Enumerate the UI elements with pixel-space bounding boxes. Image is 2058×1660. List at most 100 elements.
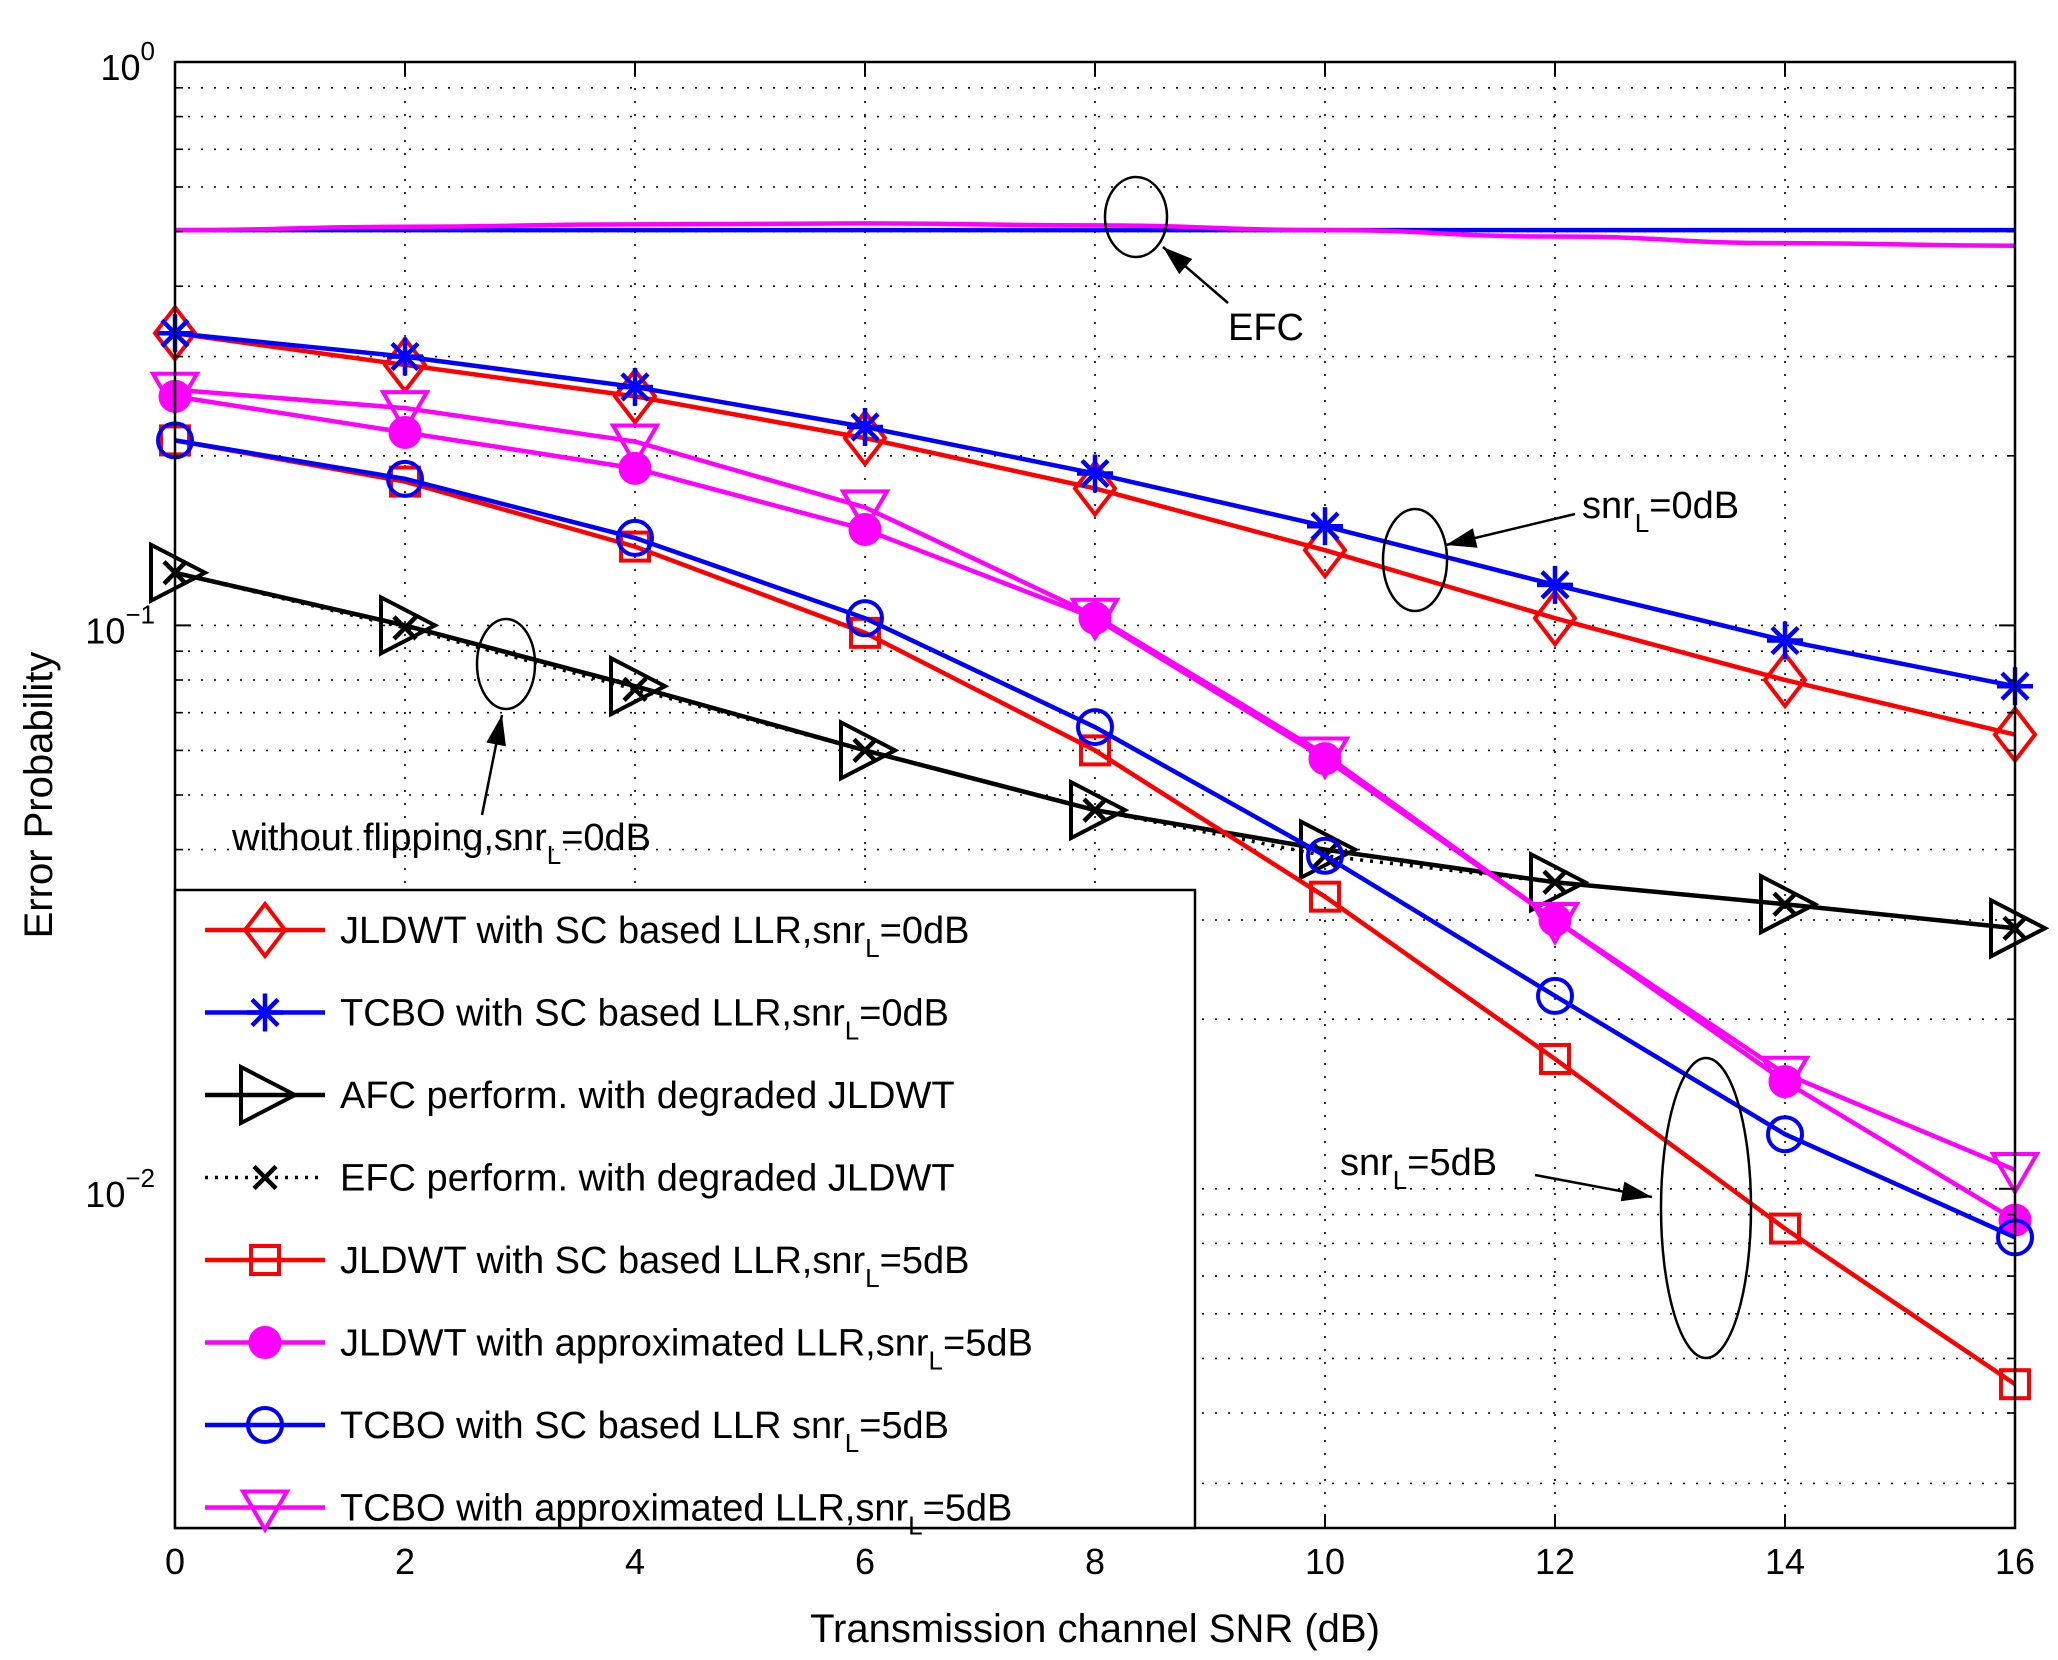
y-axis-label: Error Probability [17,652,61,939]
marker-circle [1536,976,1574,1015]
legend-entry-7: TCBO with SC based LLR snrL=5dB [205,1405,949,1458]
marker-square [1769,1212,1801,1245]
marker-triangle-down [1759,1055,1811,1100]
marker-circle [386,459,424,498]
x-axis-label: Transmission channel SNR (dB) [810,1607,1380,1651]
annotation-efc: EFC [1103,175,1304,349]
marker-triangle-down [839,489,891,534]
x-tick-label: 0 [165,1541,185,1582]
series-8 [149,371,2041,1196]
marker-circle [616,518,654,557]
axis-ticks: 0 2 4 6 8 10 12 14 16 100 10−1 10−2 [85,36,2035,1582]
marker-x [1542,869,1568,895]
y-tick-label: 100 [100,36,155,88]
x-tick-label: 12 [1535,1541,1575,1582]
x-tick-label: 2 [395,1541,415,1582]
legend-entry-3: AFC perform. with degraded JLDWT [205,1063,955,1127]
marker-triangle-down [239,1489,291,1534]
marker-triangle-right [839,719,900,782]
marker-asterisk [1077,454,1113,493]
x-tick-label: 4 [625,1541,645,1582]
legend-label: TCBO with SC based LLR,snrL=0dB [340,993,949,1046]
arrow-head [486,715,506,747]
marker-circle [846,599,884,638]
marker-circle [1306,836,1344,875]
legend-entry-5: JLDWT with SC based LLR,snrL=5dB [205,1240,969,1293]
series-group [149,303,2050,1401]
y-tick-label: 10−1 [85,599,155,651]
x-tick-label: 16 [1995,1541,2035,1582]
x-tick-label: 14 [1765,1541,1805,1582]
marker-circle [246,1406,284,1444]
annotation-snr5: snrL=5dB [1340,1056,1753,1360]
legend-label: AFC perform. with degraded JLDWT [340,1075,955,1117]
x-tick-label: 10 [1305,1541,1345,1582]
marker-asterisk [1307,507,1343,546]
marker-asterisk [1767,621,1803,660]
marker-asterisk [247,993,283,1032]
marker-triangle-right [1069,778,1130,842]
marker-triangle-down [1529,901,1581,946]
marker-diamond [1762,650,1808,710]
legend-entry-1: JLDWT with SC based LLR,snrL=0dB [205,900,969,963]
legend-label: JLDWT with SC based LLR,snrL=0dB [340,910,969,963]
legend-entry-4: EFC perform. with degraded JLDWT [205,1158,955,1200]
marker-triangle-right [1529,850,1590,914]
marker-triangle-down [1299,736,1351,781]
annotation-text: snrL=0dB [1582,485,1739,538]
legend-box [173,888,1197,1530]
marker-square [1309,880,1341,913]
marker-asterisk [387,337,423,376]
annotation-ellipse [1381,507,1449,613]
legend-entry-8: TCBO with approximated LLR,snrL=5dB [205,1488,1012,1541]
annotation-snr0: snrL=0dB [1381,485,1739,613]
marker-triangle-right [1759,872,1820,936]
marker-x [252,1164,278,1191]
legend-entry-2: TCBO with SC based LLR,snrL=0dB [205,993,949,1046]
series-line [174,438,2017,1387]
marker-circle-filled [618,451,652,485]
annotation-ellipse [475,617,537,711]
marker-asterisk [617,367,653,406]
marker-square [249,1244,281,1276]
y-tick-label: 10−2 [85,1163,155,1215]
legend: JLDWT with SC based LLR,snrL=0dB TCBO wit… [173,888,1197,1541]
marker-x [1772,891,1798,917]
annotations: EFC snrL=0dB without flipping,snrL=0dB snrL… [231,175,1753,1360]
x-tick-label: 8 [1085,1541,1105,1582]
annotation-text: without flipping,snrL=0dB [231,817,651,870]
legend-label: EFC perform. with degraded JLDWT [340,1158,955,1200]
legend-label: JLDWT with SC based LLR,snrL=5dB [340,1240,969,1293]
marker-diamond [1302,520,1348,580]
marker-x [852,737,878,763]
marker-triangle-down [1069,597,1121,642]
marker-square [1539,1042,1571,1075]
marker-diamond [242,900,288,960]
marker-diamond [1532,588,1578,648]
marker-circle-filled [248,1326,282,1359]
marker-circle [1076,708,1114,747]
x-tick-label: 6 [855,1541,875,1582]
marker-square [1079,734,1111,767]
marker-triangle-right [149,541,210,605]
annotation-noflip: without flipping,snrL=0dB [231,617,651,870]
legend-label: TCBO with SC based LLR snrL=5dB [340,1405,949,1458]
series-line [174,438,2016,1240]
arrow-head [1620,1181,1652,1202]
marker-triangle-down [379,390,431,435]
marker-triangle-right [239,1063,300,1127]
marker-triangle-right [1299,818,1360,881]
marker-circle [1766,1115,1804,1154]
marker-x [1082,797,1108,823]
legend-label: TCBO with approximated LLR,snrL=5dB [340,1488,1012,1541]
marker-triangle-right [609,654,670,718]
marker-triangle-down [609,423,661,468]
annotation-text: snrL=5dB [1340,1142,1497,1195]
marker-asterisk [847,407,883,446]
marker-diamond [1072,459,1118,518]
arrow-head [1446,528,1478,548]
series-line [174,387,2016,1173]
arrow-head [1163,247,1193,275]
marker-x [622,676,648,702]
